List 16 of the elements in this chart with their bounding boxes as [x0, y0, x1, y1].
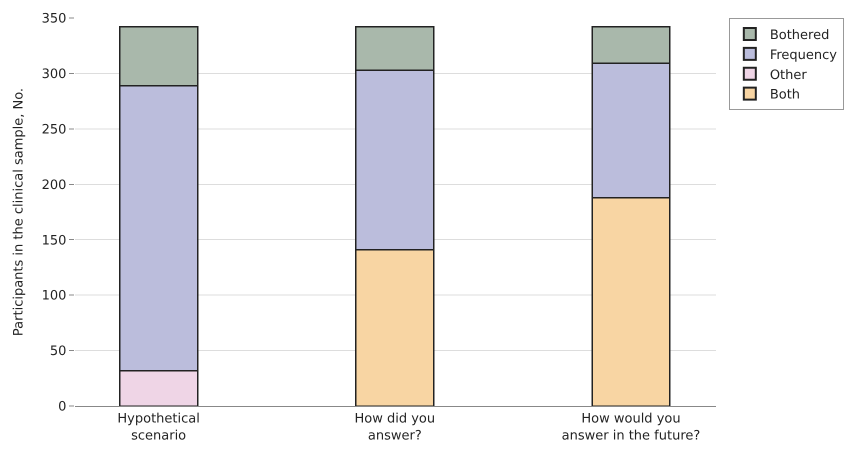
- x-tick-label: How would you answer in the future?: [562, 412, 700, 444]
- y-tick-label: 150: [42, 233, 66, 248]
- legend-label: Both: [770, 88, 800, 103]
- legend-label: Frequency: [770, 48, 838, 63]
- x-tick-label: How did you answer?: [354, 412, 436, 444]
- y-tick-label: 250: [42, 122, 66, 138]
- x-tick-label: Hypothetical scenario: [117, 412, 200, 444]
- legend-label: Bothered: [770, 28, 830, 44]
- y-tick-label: 200: [42, 178, 66, 193]
- y-axis-title: Participants in the clinical sample, No.: [12, 88, 27, 336]
- y-tick-label: 100: [42, 288, 66, 304]
- y-tick-label: 0: [58, 400, 66, 415]
- y-tick-label: 50: [50, 344, 66, 360]
- legend-label: Other: [770, 68, 808, 83]
- y-tick-label: 350: [42, 12, 66, 27]
- y-tick-label: 300: [42, 66, 66, 82]
